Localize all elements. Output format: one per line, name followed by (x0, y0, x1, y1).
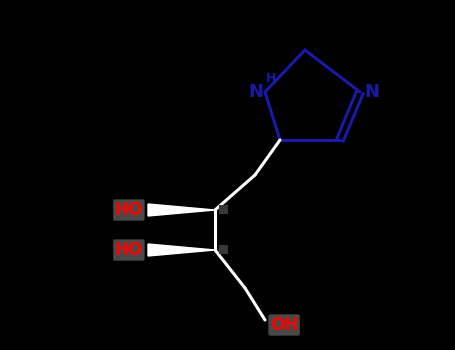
Text: HO: HO (115, 241, 143, 259)
Bar (219, 245, 228, 254)
Polygon shape (148, 244, 215, 256)
Text: HO: HO (115, 201, 143, 219)
Text: N: N (248, 83, 263, 101)
Text: H: H (266, 71, 276, 84)
Bar (219, 205, 228, 214)
Text: N: N (364, 83, 379, 101)
Text: OH: OH (270, 316, 298, 334)
Polygon shape (148, 204, 215, 216)
